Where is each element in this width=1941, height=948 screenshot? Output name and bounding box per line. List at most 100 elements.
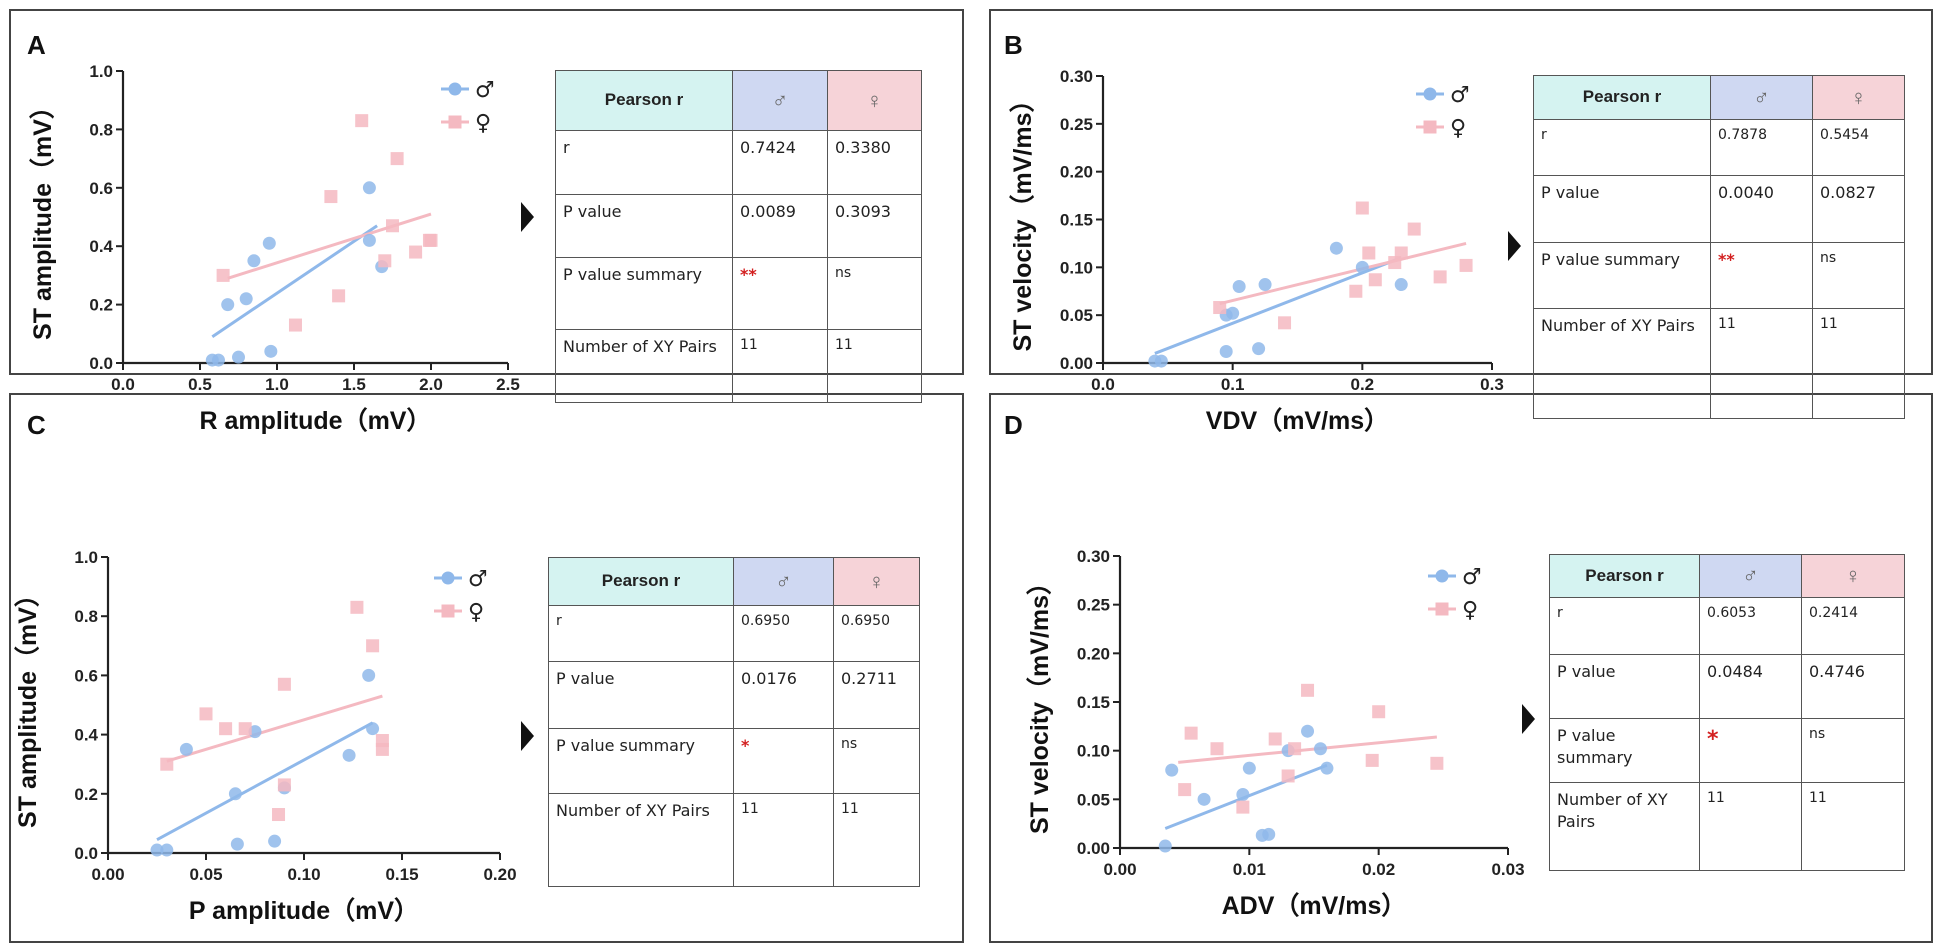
male-data-point (1197, 792, 1211, 806)
x-tick-label: 0.5 (188, 375, 212, 394)
legend-marker (448, 115, 462, 129)
male-data-point (248, 725, 262, 739)
female-data-point (238, 722, 252, 736)
male-data-point (1252, 342, 1266, 356)
regression-line (1219, 241, 1467, 306)
female-data-point (350, 600, 364, 614)
female-data-point (1459, 258, 1473, 272)
male-data-point (1355, 260, 1369, 274)
x-tick-label: 2.0 (419, 375, 443, 394)
pearson-table: Pearson r ♂ ♀ r 0.7424 0.3380 P value 0.0089 0… (555, 70, 922, 403)
male-data-point (1329, 241, 1343, 255)
pointer-arrow-icon (521, 721, 534, 751)
x-tick-label: 0.3 (1480, 375, 1504, 394)
male-data-point (342, 748, 356, 762)
y-tick-label: 0.4 (89, 237, 113, 256)
table-cell: P value summary (555, 257, 733, 330)
male-data-point (1158, 839, 1172, 853)
male-data-point (160, 843, 174, 857)
male-data-point (232, 350, 245, 364)
female-symbol-icon: ♀ (475, 111, 491, 136)
male-data-point (247, 254, 261, 268)
x-tick-label: 0.03 (1491, 860, 1524, 879)
male-data-point (1226, 306, 1240, 320)
female-data-point (1433, 270, 1447, 284)
male-data-point (1242, 761, 1256, 775)
y-tick-label: 0.10 (1060, 258, 1093, 277)
x-axis-label: VDV（mV/ms） (1206, 406, 1389, 435)
x-tick-label: 2.5 (496, 375, 520, 394)
panel-letter: B (1004, 30, 1023, 60)
male-symbol-icon: ♂ (475, 78, 495, 103)
x-axis-label: P amplitude（mV） (189, 896, 419, 925)
female-data-point (216, 268, 230, 282)
table-cell: 0.0089 (732, 194, 828, 258)
table-header-cell: Pearson r (1549, 554, 1700, 598)
female-data-point (1372, 705, 1386, 719)
y-tick-label: 0.25 (1077, 596, 1110, 615)
y-tick-label: 0.15 (1077, 693, 1110, 712)
table-cell: Number of XY Pairs (1549, 782, 1700, 871)
female-data-point (219, 722, 233, 736)
y-tick-label: 0.10 (1077, 742, 1110, 761)
female-data-point (277, 778, 291, 792)
male-data-point (1236, 787, 1250, 801)
legend-marker (1423, 120, 1437, 134)
significance-cell: * (733, 728, 834, 794)
male-data-point (362, 668, 376, 682)
male-data-point (239, 292, 253, 306)
x-tick-label: 0.20 (483, 865, 516, 884)
table-cell: 0.2711 (833, 661, 920, 729)
table-cell: P value (1549, 654, 1700, 719)
female-data-point (1281, 769, 1295, 783)
y-tick-label: 0.25 (1060, 115, 1093, 134)
y-axis-label: ST velocity（mV/ms） (1025, 570, 1054, 834)
table-cell: 11 (1801, 782, 1905, 871)
table-cell: 11 (1699, 782, 1802, 871)
y-tick-label: 1.0 (89, 62, 113, 81)
table-cell: P value summary (548, 728, 734, 794)
table-cell: r (1533, 119, 1711, 176)
female-data-point (1288, 742, 1302, 756)
x-tick-label: 0.1 (1221, 375, 1245, 394)
male-data-point (1258, 278, 1272, 292)
table-cell: 0.0827 (1812, 175, 1905, 243)
y-tick-label: 0.30 (1077, 547, 1110, 566)
table-cell: r (555, 130, 733, 195)
female-data-point (1301, 683, 1315, 697)
pointer-arrow-icon (1522, 704, 1535, 734)
y-tick-label: 0.4 (74, 726, 98, 745)
x-tick-label: 0.2 (1351, 375, 1375, 394)
female-data-point (1236, 800, 1250, 814)
regression-line (166, 694, 383, 763)
table-cell: 0.5454 (1812, 119, 1905, 176)
table-cell: Number of XY Pairs (555, 329, 733, 403)
table-cell: 0.3093 (827, 194, 922, 258)
male-symbol-icon: ♂ (733, 557, 834, 606)
panel-letter: A (27, 30, 46, 60)
female-data-point (1430, 756, 1444, 770)
legend-marker (441, 604, 455, 618)
male-symbol-icon: ♂ (1450, 83, 1470, 108)
male-symbol-icon: ♂ (468, 567, 488, 592)
male-data-point (1313, 742, 1327, 756)
y-tick-label: 0.20 (1060, 163, 1093, 182)
table-cell: 0.6950 (733, 605, 834, 662)
legend-marker (1423, 87, 1437, 101)
table-cell: ns (833, 728, 920, 794)
female-data-point (1368, 273, 1382, 287)
table-cell: 11 (827, 329, 922, 403)
y-tick-label: 0.00 (1077, 839, 1110, 858)
table-cell: 0.3380 (827, 130, 922, 195)
table-cell: 11 (732, 329, 828, 403)
table-cell: 11 (833, 793, 920, 887)
male-data-point (230, 837, 244, 851)
male-symbol-icon: ♂ (732, 70, 828, 131)
y-tick-label: 0.2 (74, 785, 98, 804)
table-header-cell: Pearson r (548, 557, 734, 606)
male-data-point (211, 353, 225, 367)
pearson-table: Pearson r ♂ ♀ r 0.6053 0.2414 P value 0.0484 0… (1549, 554, 1905, 871)
